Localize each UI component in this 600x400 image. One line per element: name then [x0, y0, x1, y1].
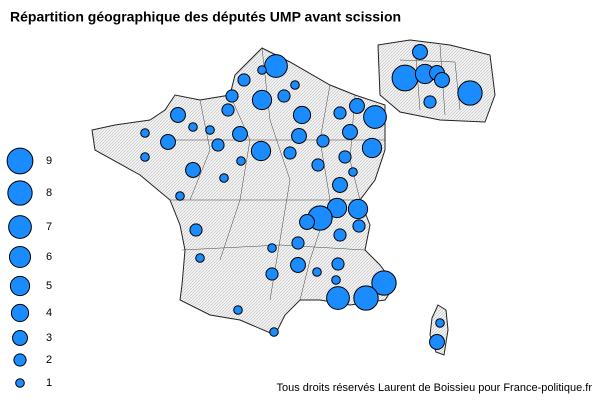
title: Répartition géographique des députés UMP… — [10, 9, 401, 25]
bubble — [267, 243, 277, 253]
bubble — [257, 65, 267, 75]
legend-label: 7 — [46, 221, 52, 233]
bubble — [170, 107, 186, 123]
bubble — [342, 124, 358, 140]
legend-bubble — [6, 147, 34, 175]
bubble — [332, 177, 348, 193]
bubble — [264, 54, 288, 78]
bubble — [326, 286, 350, 310]
bubble — [333, 106, 347, 120]
bubble — [299, 214, 315, 230]
bubble — [349, 98, 365, 114]
bubble — [291, 236, 305, 250]
legend-label: 6 — [46, 251, 52, 263]
bubble — [233, 305, 243, 315]
bubble — [175, 191, 185, 201]
legend-label: 4 — [46, 307, 52, 319]
legend-label: 1 — [46, 377, 52, 389]
legend-bubble — [13, 353, 27, 367]
legend-bubble — [8, 215, 32, 239]
bubble — [435, 318, 445, 328]
bubble — [423, 95, 437, 109]
bubble — [265, 267, 279, 281]
bubble — [434, 72, 450, 88]
legend-label: 5 — [46, 280, 52, 292]
legend-label: 8 — [46, 187, 52, 199]
legend-bubble — [9, 275, 31, 297]
bubble — [251, 89, 273, 111]
bubble — [290, 80, 300, 90]
bubble — [236, 156, 246, 166]
credit: Tous droits réservés Laurent de Boissieu… — [277, 382, 593, 394]
bubble — [457, 80, 483, 106]
bubble — [219, 173, 229, 183]
bubble — [140, 128, 150, 138]
bubble — [269, 327, 279, 337]
bubble — [391, 64, 419, 92]
bubble — [205, 125, 215, 135]
bubble — [140, 152, 150, 162]
bubble — [361, 137, 383, 159]
bubble — [225, 89, 239, 103]
bubble — [311, 158, 325, 172]
bubble — [353, 285, 379, 311]
bubble — [352, 219, 366, 233]
bubble — [189, 223, 203, 237]
bubble — [348, 167, 358, 177]
bubble — [338, 150, 352, 164]
bubble — [250, 140, 272, 162]
bubble — [221, 103, 235, 117]
bubble — [185, 162, 201, 178]
bubble — [331, 275, 341, 285]
bubble — [232, 126, 248, 142]
legend-bubble — [7, 180, 33, 206]
france-outline — [91, 47, 396, 336]
bubble — [188, 122, 198, 132]
legend-label: 2 — [46, 354, 52, 366]
bubble — [412, 44, 428, 60]
bubble — [312, 267, 322, 277]
bubble — [291, 128, 307, 144]
bubble — [371, 270, 397, 296]
bubble — [195, 253, 205, 263]
bubble — [429, 334, 445, 350]
bubble — [316, 134, 330, 148]
legend-label: 3 — [46, 332, 52, 344]
legend-bubble — [10, 303, 30, 323]
legend-bubble — [15, 378, 25, 388]
bubble — [160, 134, 176, 150]
bubble — [347, 198, 369, 220]
bubble — [277, 89, 291, 103]
legend-bubble — [8, 245, 32, 269]
bubble — [331, 257, 345, 271]
bubble — [283, 146, 297, 160]
bubble — [363, 105, 387, 129]
legend-bubble — [12, 330, 28, 346]
bubble — [333, 228, 347, 242]
department-borders — [165, 47, 385, 301]
bubble — [290, 257, 306, 273]
bubble — [211, 138, 225, 152]
bubble — [237, 73, 251, 87]
legend-label: 9 — [46, 155, 52, 167]
bubble — [292, 105, 312, 125]
